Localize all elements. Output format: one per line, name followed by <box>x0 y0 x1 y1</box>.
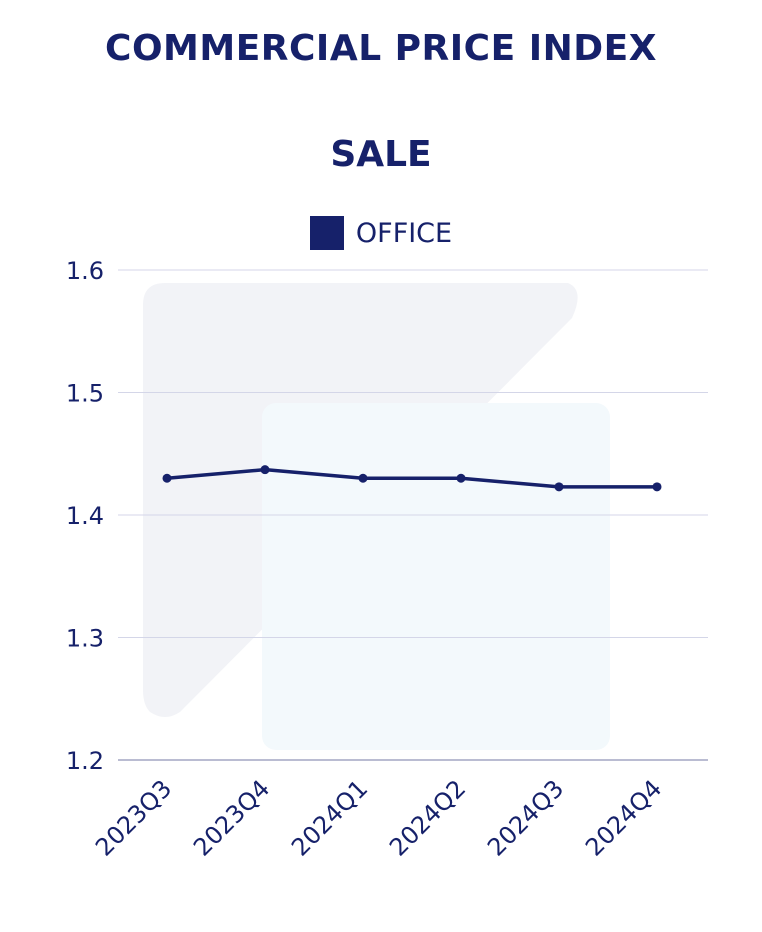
y-tick-label: 1.5 <box>66 380 104 408</box>
data-point[interactable] <box>652 482 662 492</box>
watermark-light-shape <box>262 403 610 750</box>
chart-title: COMMERCIAL PRICE INDEX <box>105 28 657 69</box>
series-office <box>162 465 662 492</box>
x-tick-label: 2023Q4 <box>188 774 275 861</box>
data-point[interactable] <box>260 465 270 475</box>
chart-subtitle: SALE <box>330 134 432 175</box>
watermark-logo <box>143 283 610 750</box>
y-tick-label: 1.2 <box>66 747 104 775</box>
series-line-office <box>166 467 657 489</box>
x-tick-label: 2024Q3 <box>482 774 569 861</box>
data-point[interactable] <box>162 473 172 483</box>
x-tick-label: 2024Q1 <box>286 774 373 861</box>
data-point[interactable] <box>358 473 368 483</box>
data-point[interactable] <box>554 482 564 492</box>
x-tick-label: 2023Q3 <box>90 774 177 861</box>
y-tick-label: 1.4 <box>66 502 104 530</box>
x-tick-label: 2024Q4 <box>580 774 667 861</box>
x-tick-label: 2024Q2 <box>384 774 471 861</box>
y-axis-ticks: 1.2 1.3 1.4 1.5 1.6 <box>66 257 104 775</box>
legend: OFFICE <box>0 216 762 250</box>
gridlines <box>118 269 708 761</box>
y-tick-label: 1.6 <box>66 257 104 285</box>
legend-label-office: OFFICE <box>355 217 453 249</box>
data-point[interactable] <box>456 473 466 483</box>
x-axis-ticks: 2023Q3 2023Q4 2024Q1 2024Q2 2024Q3 2024Q4 <box>90 774 667 861</box>
y-tick-label: 1.3 <box>66 625 104 653</box>
legend-swatch-office <box>309 216 344 250</box>
